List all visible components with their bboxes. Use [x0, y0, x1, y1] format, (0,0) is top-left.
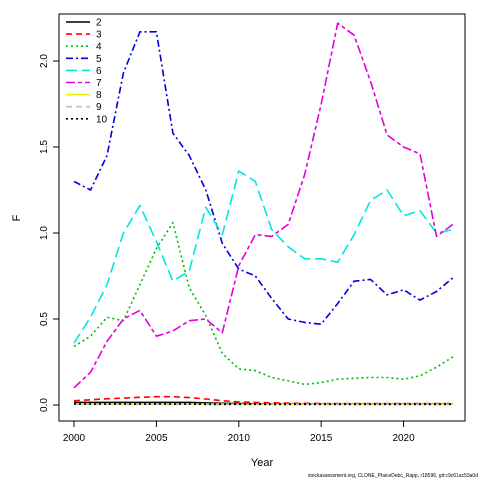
legend-label-4: 4 — [96, 42, 102, 53]
y-tick-label: 0.5 — [39, 312, 50, 326]
y-tick-label: 0.0 — [39, 398, 50, 412]
x-tick-label: 2020 — [392, 433, 415, 444]
series-line-6 — [73, 170, 454, 344]
x-axis-label: Year — [251, 457, 274, 469]
legend-label-8: 8 — [96, 90, 102, 101]
footer-credit: stockassessment.org, CLONE_PlaiceDebc_Ra… — [308, 473, 478, 479]
y-tick-label: 2.0 — [39, 54, 50, 68]
legend-label-2: 2 — [96, 18, 102, 29]
legend-label-3: 3 — [96, 30, 102, 41]
series-line-7 — [73, 22, 454, 389]
x-tick-label: 2010 — [228, 433, 251, 444]
x-tick-label: 2015 — [310, 433, 333, 444]
legend-label-7: 7 — [96, 78, 102, 89]
y-axis-label: F — [11, 214, 23, 221]
x-tick-label: 2000 — [63, 433, 86, 444]
series-line-3 — [73, 395, 453, 405]
legend-label-9: 9 — [96, 102, 102, 113]
y-tick-label: 1.0 — [39, 226, 50, 240]
legend-label-5: 5 — [96, 54, 102, 65]
x-axis: 2000 2005 2010 2015 2020 — [63, 420, 415, 444]
series-layer — [73, 22, 454, 406]
legend-label-10: 10 — [96, 114, 108, 125]
series-line-4 — [73, 221, 454, 386]
legend-label-6: 6 — [96, 66, 102, 77]
y-tick-label: 1.5 — [39, 140, 50, 154]
x-tick-label: 2005 — [145, 433, 168, 444]
y-axis: 0.0 0.5 1.0 1.5 2.0 — [39, 54, 60, 412]
